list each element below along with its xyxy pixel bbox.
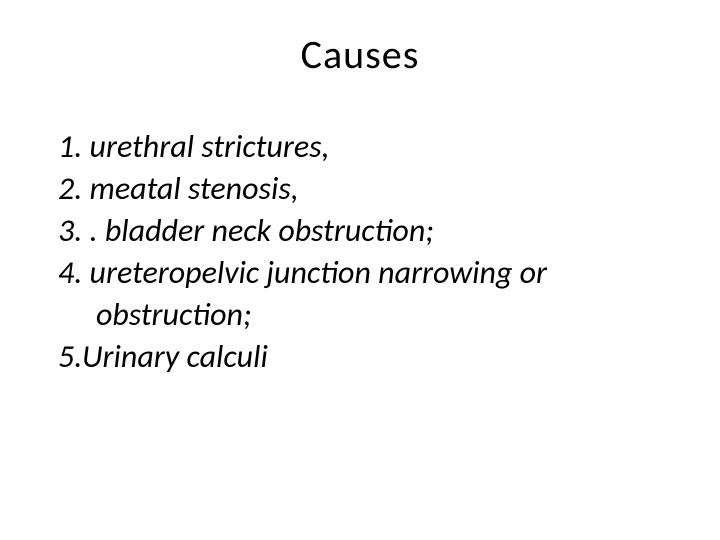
list-item: 5.Urinary calculi [58,337,680,377]
causes-list: 1. urethral strictures, 2. meatal stenos… [40,127,680,377]
list-item: 1. urethral strictures, [58,127,680,167]
list-item-continuation: obstruction; [58,295,680,335]
list-item: 2. meatal stenosis, [58,169,680,209]
slide-container: Causes 1. urethral strictures, 2. meatal… [0,0,720,540]
list-item: 4. ureteropelvic junction narrowing or [58,253,680,293]
list-item: 3. . bladder neck obstruction; [58,211,680,251]
slide-title: Causes [40,30,680,79]
